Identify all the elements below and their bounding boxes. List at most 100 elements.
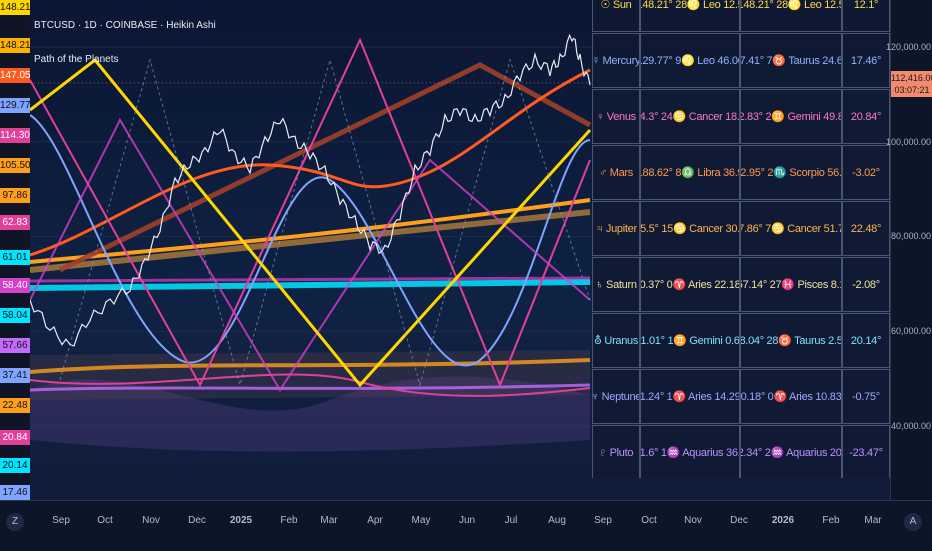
table-cell: ♄ Saturn [592, 257, 640, 312]
x-tick-label: Feb [822, 515, 840, 526]
curve [30, 114, 591, 367]
x-tick-label: Oct [97, 515, 113, 526]
price-label: 97.86 [0, 188, 30, 203]
x-tick-label: 2025 [229, 515, 253, 526]
price-label: 20.84 [0, 430, 30, 445]
x-tick-label: Mar [864, 515, 882, 526]
curve [58, 62, 592, 273]
table-cell: ♀ Venus [592, 89, 640, 144]
y-tick-label: 120,000.00 [885, 41, 931, 52]
price-label: 129.77 [0, 98, 30, 113]
curve [30, 276, 591, 283]
x-tick-label: Dec [730, 515, 748, 526]
x-tick-label: Sep [52, 515, 70, 526]
price-label: 61.01 [0, 250, 30, 265]
y-tick-label: 60,000.00 [890, 326, 931, 337]
left-labels: 148.21 148.21 147.05 129.77 114.30 105.50 97.8… [0, 0, 30, 500]
x-tick-label: Dec [188, 515, 206, 526]
price-line [30, 33, 591, 347]
table-cell: 301.6° 1♒ Aquarius 36.07 [640, 425, 740, 478]
table-cell: 212.95° 2♏ Scorpio 56.77 [740, 145, 842, 200]
symbol-title: BTCUSD · 1D · COINBASE · Heikin Ashi [34, 20, 216, 31]
x-tick-label: Aug [548, 515, 566, 526]
x-tick-label: Jun [458, 515, 476, 526]
table-cell: ♆ Neptune [592, 369, 640, 424]
curve [59, 58, 591, 387]
x-tick-label: Nov [142, 515, 160, 526]
countdown: 03:07:21 [894, 84, 930, 95]
table-cell: ☉ Sun [592, 0, 640, 32]
price-label: 20.14 [0, 458, 30, 473]
price-label: 105.50 [0, 158, 30, 173]
curve [30, 68, 591, 257]
x-tick-label: Feb [280, 515, 298, 526]
table-cell: 0.18° 0♈ Aries 10.83 [740, 369, 842, 424]
table-cell: -2.08° [842, 257, 890, 312]
y-tick-label: 40,000.00 [890, 420, 931, 431]
x-tick-label: 2026 [771, 515, 795, 526]
table-cell: 148.21° 28♌ Leo 12.5 [740, 0, 842, 32]
curve [30, 57, 592, 388]
y-tick-label: 80,000.00 [890, 231, 931, 242]
table-cell: 148.21° 28♌ Leo 12.5 [640, 0, 740, 32]
price-label: 17.46 [0, 485, 30, 500]
table-cell: -3.02° [842, 145, 890, 200]
button[interactable]: Z [6, 513, 24, 531]
table-cell: 0.37° 0♈ Aries 22.18 [640, 257, 740, 312]
price-axis: 120,000.00 100,000.00 80,000.00 60,000.00 40… [886, 0, 932, 500]
table-cell: 62.83° 2♊ Gemini 49.87 [740, 89, 842, 144]
table-cell: 17.46° [842, 33, 890, 88]
price-label: 57.66 [0, 338, 30, 353]
table-cell: 302.34° 2♒ Aquarius 20.25 [740, 425, 842, 478]
curve [30, 279, 591, 291]
price-label: 37.41 [0, 368, 30, 383]
x-tick-label: Oct [641, 515, 657, 526]
table-cell: 20.84° [842, 89, 890, 144]
table-cell: 97.86° 7♋ Cancer 51.76 [740, 201, 842, 256]
button[interactable]: A [904, 513, 922, 531]
price-label: 58.04 [0, 308, 30, 323]
table-cell: -0.75° [842, 369, 890, 424]
table-cell: ⛢ Uranus [592, 313, 640, 368]
table-cell: 58.04° 28♉ Taurus 2.52 [740, 313, 842, 368]
table-cell: ☿ Mercury [592, 33, 640, 88]
table-cell: 12.1° [842, 0, 890, 32]
x-tick-label: Jul [504, 515, 518, 526]
x-tick-label: Nov [684, 515, 702, 526]
table-cell: ♇ Pluto [592, 425, 640, 478]
price-label: 62.83 [0, 215, 30, 230]
curve [30, 383, 591, 392]
x-tick-label: May [411, 515, 431, 526]
planet-table: ☉ Sun 148.21° 28♌ Leo 12.5 148.21° 28♌ Leo… [592, 0, 890, 478]
table-cell: 105.5° 15♋ Cancer 30.17 [640, 201, 740, 256]
table-cell: ♃ Jupiter [592, 201, 640, 256]
curve [30, 358, 591, 374]
price-label: 148.21 [0, 0, 30, 15]
table-cell: ♂ Mars [592, 145, 640, 200]
table-cell: 1.24° 1♈ Aries 14.29 [640, 369, 740, 424]
table-cell: 22.48° [842, 201, 890, 256]
price-label: 147.05 [0, 68, 30, 83]
table-cell: -23.47° [842, 425, 890, 478]
time-axis: Z A Sep Oct Nov Dec 2025 Feb Mar Apr May Jun Jul Au… [0, 500, 932, 551]
x-tick-label: Apr [367, 515, 383, 526]
price-label: 22.48 [0, 398, 30, 413]
x-tick-label: Mar [320, 515, 338, 526]
indicator-title: Path of the Planets [34, 54, 119, 65]
price-label: 58.40 [0, 278, 30, 293]
curve [30, 373, 591, 397]
curve [30, 37, 591, 388]
x-tick-label: Sep [594, 515, 612, 526]
plot [30, 33, 890, 452]
table-cell: 357.14° 27♓ Pisces 8.16 [740, 257, 842, 312]
table-cell: 61.01° 1♊ Gemini 0.67 [640, 313, 740, 368]
price-label: 148.21 [0, 38, 30, 53]
table-cell: 129.77° 9♌ Leo 46.06 [640, 33, 740, 88]
table-cell: 20.14° [842, 313, 890, 368]
table-cell: 37.41° 7♉ Taurus 24.62 [740, 33, 842, 88]
table-cell: 114.3° 24♋ Cancer 18.07 [640, 89, 740, 144]
last-price-box: 112,416.00 03:07:21 [891, 70, 932, 97]
price-label: 114.30 [0, 128, 30, 143]
last-price-label: 112,416.00 [891, 72, 932, 83]
